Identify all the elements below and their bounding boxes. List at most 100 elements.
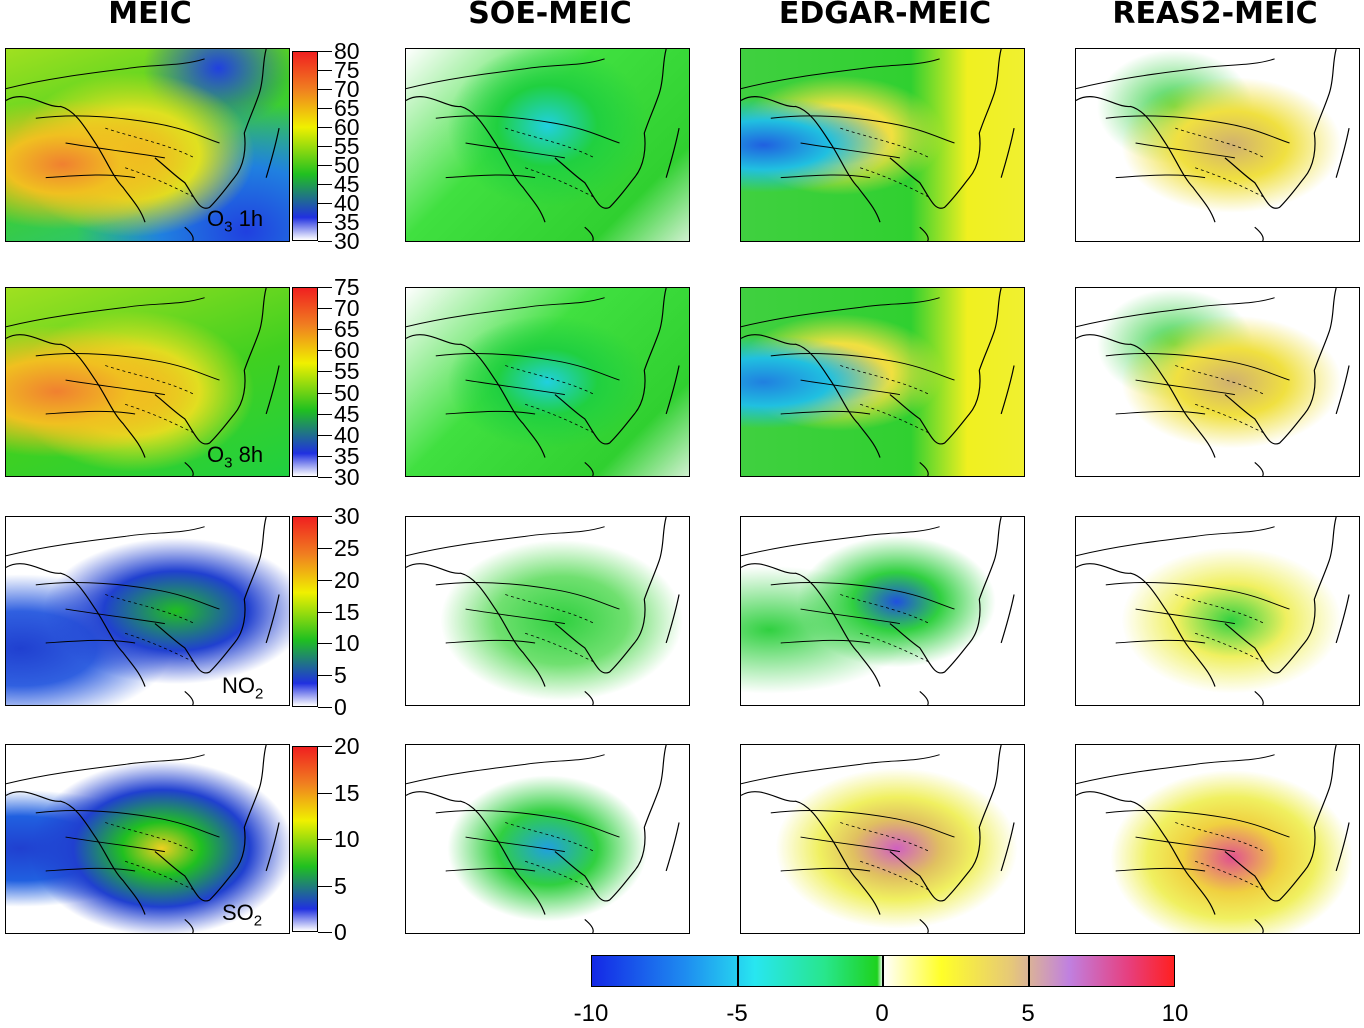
colorbar-tick (318, 611, 332, 613)
difference-colorbar-divider (737, 955, 739, 987)
colorbar-tick (318, 108, 332, 109)
colorbar-so2 (292, 746, 318, 932)
column-title-soe-meic: SOE-MEIC (468, 0, 632, 31)
colorbar-tick (318, 308, 332, 310)
colorbar-tick-label: 25 (334, 534, 360, 561)
colorbar-tick (318, 203, 332, 204)
panel-label-o3-1h: O3 1h (207, 206, 264, 236)
colorbar-tick-label: 60 (334, 114, 360, 140)
colorbar-tick-label: 80 (334, 38, 360, 64)
colorbar-tick (318, 455, 332, 457)
column-title-reas2-meic: REAS2-MEIC (1112, 0, 1318, 31)
map-outline (1076, 517, 1350, 705)
column-title-meic: MEIC (108, 0, 192, 31)
panel-label-so2: SO2 (222, 900, 263, 930)
colorbar-tick (318, 89, 332, 90)
panel-label-no2: NO2 (222, 673, 264, 703)
colorbar-tick-label: 70 (334, 295, 360, 322)
colorbar-tick (318, 146, 332, 147)
colorbar-tick (318, 222, 332, 223)
colorbar-tick-label: 5 (334, 662, 347, 689)
colorbar-tick (318, 477, 332, 478)
map-outline (1076, 745, 1350, 933)
colorbar-tick-label: 40 (334, 190, 360, 216)
colorbar-tick (318, 371, 332, 373)
map-panel-meic-o3-1h (5, 48, 290, 242)
colorbar-tick-label: 70 (334, 76, 360, 102)
map-outline (1076, 288, 1350, 476)
colorbar-tick-label: 40 (334, 421, 360, 448)
difference-tick-label: -5 (726, 1000, 748, 1027)
map-outline (6, 288, 280, 476)
colorbar-tick (318, 392, 332, 394)
map-panel-soe-meic-o3-1h (405, 48, 690, 242)
difference-colorbar-divider (1028, 955, 1030, 987)
map-outline (741, 745, 1015, 933)
colorbar-tick-label: 35 (334, 442, 360, 469)
colorbar-tick-label: 55 (334, 358, 360, 385)
map-panel-edgar-meic-no2 (740, 516, 1025, 706)
map-panel-edgar-meic-so2 (740, 744, 1025, 934)
colorbar-tick (318, 127, 332, 128)
column-title-edgar-meic: EDGAR-MEIC (778, 0, 992, 31)
panel-label-o3-8h: O3 8h (207, 442, 264, 472)
colorbar-tick-label: 75 (334, 57, 360, 83)
colorbar-tick-label: 15 (334, 598, 360, 625)
colorbar-tick-label: 50 (334, 152, 360, 178)
colorbar-tick-label: 0 (334, 694, 347, 720)
colorbar-tick-label: 30 (334, 503, 360, 529)
colorbar-tick-label: 20 (334, 733, 360, 759)
map-outline (741, 49, 1015, 241)
colorbar-tick (318, 413, 332, 415)
map-panel-soe-meic-no2 (405, 516, 690, 706)
colorbar-tick-label: 60 (334, 337, 360, 364)
colorbar-tick-label: 65 (334, 95, 360, 121)
map-panel-soe-meic-so2 (405, 744, 690, 934)
map-outline (406, 288, 680, 476)
map-panel-meic-o3-8h (5, 287, 290, 477)
colorbar-tick (318, 241, 332, 242)
difference-tick-label: -10 (573, 1000, 609, 1027)
colorbar-tick-label: 30 (334, 464, 360, 490)
colorbar-tick (318, 287, 332, 288)
colorbar-tick (318, 329, 332, 331)
colorbar-tick-label: 10 (334, 630, 360, 657)
colorbar-tick-label: 5 (334, 872, 347, 899)
map-panel-reas2-meic-o3-8h (1075, 287, 1360, 477)
map-panel-reas2-meic-o3-1h (1075, 48, 1360, 242)
colorbar-tick-label: 50 (334, 379, 360, 406)
difference-tick-label: 5 (1021, 1000, 1035, 1027)
colorbar-tick (318, 675, 332, 677)
colorbar-tick-label: 20 (334, 566, 360, 593)
colorbar-tick (318, 707, 332, 708)
colorbar-tick-label: 35 (334, 209, 360, 235)
colorbar-o3-8h (292, 287, 318, 477)
map-outline (6, 745, 280, 933)
colorbar-tick (318, 184, 332, 185)
colorbar-tick (318, 885, 332, 887)
colorbar-tick-label: 45 (334, 400, 360, 427)
colorbar-tick (318, 579, 332, 581)
colorbar-tick-label: 65 (334, 316, 360, 343)
map-panel-reas2-meic-no2 (1075, 516, 1360, 706)
map-outline (741, 288, 1015, 476)
map-outline (6, 517, 280, 705)
colorbar-no2 (292, 516, 318, 707)
colorbar-tick-label: 30 (334, 228, 360, 254)
colorbar-tick (318, 51, 332, 52)
colorbar-tick (318, 165, 332, 166)
colorbar-tick (318, 643, 332, 645)
colorbar-tick (318, 839, 332, 840)
colorbar-tick (318, 547, 332, 549)
colorbar-tick (318, 516, 332, 517)
colorbar-tick-label: 75 (334, 274, 360, 300)
map-outline (406, 745, 680, 933)
difference-colorbar-divider (882, 955, 884, 987)
map-panel-edgar-meic-o3-8h (740, 287, 1025, 477)
colorbar-tick-label: 55 (334, 133, 360, 159)
colorbar-tick (318, 792, 332, 794)
difference-tick-label: 10 (1161, 1000, 1189, 1027)
colorbar-tick-label: 0 (334, 919, 347, 945)
colorbar-tick (318, 746, 332, 747)
map-outline (406, 49, 680, 241)
